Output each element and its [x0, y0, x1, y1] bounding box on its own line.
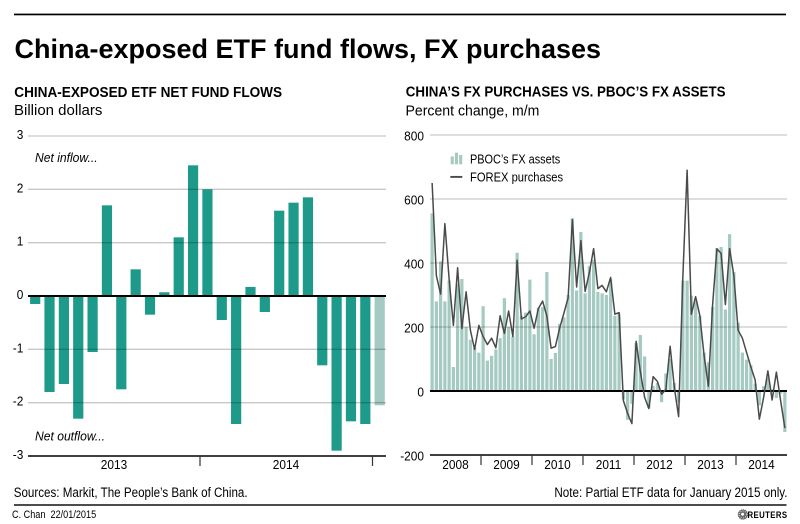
svg-text:0: 0: [417, 385, 424, 399]
svg-text:2014: 2014: [748, 458, 775, 472]
svg-text:Net inflow...: Net inflow...: [35, 151, 98, 165]
svg-text:400: 400: [404, 257, 424, 271]
svg-text:FOREX purchases: FOREX purchases: [470, 170, 563, 185]
svg-text:CHINA-EXPOSED ETF NET FUND FLO: CHINA-EXPOSED ETF NET FUND FLOWS: [14, 84, 282, 101]
svg-text:2013: 2013: [697, 458, 724, 472]
svg-text:3: 3: [17, 128, 24, 142]
svg-text:2013: 2013: [101, 458, 128, 472]
svg-text:Net outflow...: Net outflow...: [35, 429, 105, 443]
svg-text:1: 1: [17, 234, 24, 248]
svg-text:PBOC’s FX assets: PBOC’s FX assets: [470, 152, 560, 167]
svg-text:2008: 2008: [442, 458, 469, 472]
svg-text:-1: -1: [13, 341, 24, 355]
svg-text:0: 0: [17, 288, 24, 302]
svg-text:2014: 2014: [273, 458, 300, 472]
svg-text:2009: 2009: [493, 458, 520, 472]
svg-text:-200: -200: [400, 449, 424, 463]
svg-text:Billion dollars: Billion dollars: [14, 102, 102, 119]
svg-text:-2: -2: [13, 394, 24, 408]
svg-text:Percent change, m/m: Percent change, m/m: [406, 103, 540, 119]
svg-text:China-exposed ETF fund flows,: China-exposed ETF fund flows, FX purchas…: [15, 34, 602, 64]
svg-text:2010: 2010: [544, 458, 571, 472]
svg-text:REUTERS: REUTERS: [747, 509, 787, 520]
svg-text:C. Chan 22/01/2015: C. Chan 22/01/2015: [12, 509, 96, 521]
svg-text:-3: -3: [13, 448, 24, 462]
svg-text:2: 2: [17, 181, 24, 195]
svg-text:Sources: Markit, The People’s: Sources: Markit, The People’s Bank of Ch…: [14, 484, 248, 500]
svg-text:200: 200: [404, 321, 424, 335]
svg-text:800: 800: [404, 129, 424, 143]
svg-text:CHINA’S FX PURCHASES VS. PBOC’: CHINA’S FX PURCHASES VS. PBOC’S FX ASSET…: [406, 84, 726, 101]
svg-text:Note: Partial ETF data for Jan: Note: Partial ETF data for January 2015 …: [554, 484, 787, 500]
svg-text:2011: 2011: [596, 458, 622, 472]
svg-text:2012: 2012: [646, 458, 673, 472]
svg-text:600: 600: [404, 193, 424, 207]
